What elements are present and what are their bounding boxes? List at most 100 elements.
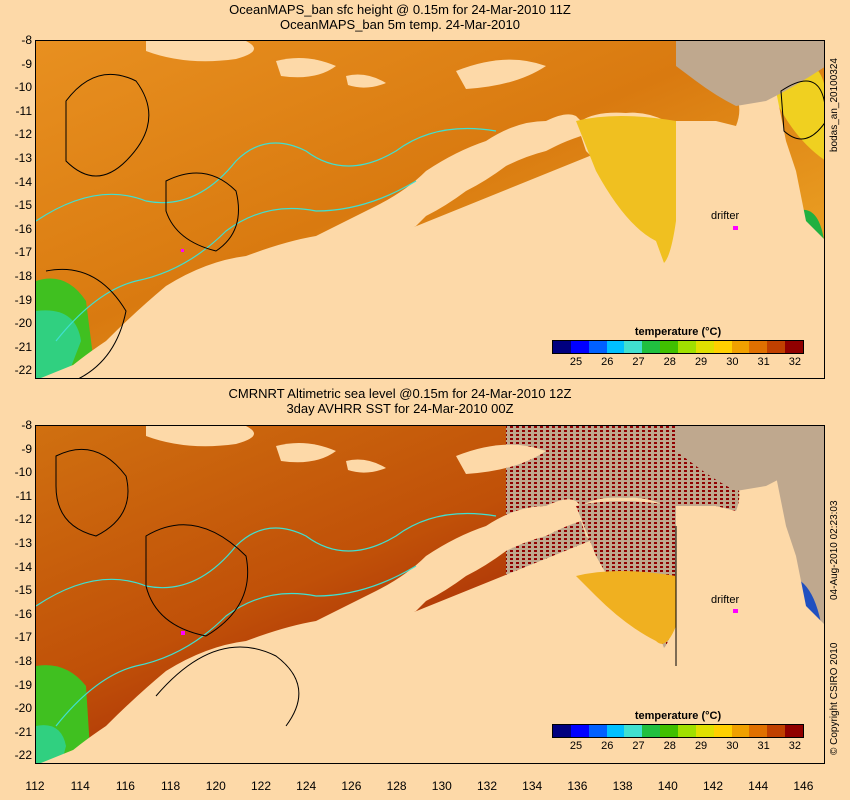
drifter-label: drifter — [711, 594, 740, 606]
latitude-tick-label: -11 — [15, 103, 32, 118]
bottom-colorbar-legend: temperature (°C) 25 26 27 28 29 30 31 32 — [552, 710, 804, 752]
latitude-tick-label: -10 — [14, 80, 32, 95]
longitude-tick-label: 118 — [161, 779, 181, 793]
longitude-tick-label: 140 — [657, 779, 678, 793]
top-side-label: bodas_an_20100324 — [829, 58, 840, 152]
longitude-tick-label: 142 — [702, 779, 724, 793]
sea-level-contour — [165, 172, 239, 252]
latitude-tick-label: -20 — [14, 701, 32, 716]
new-guinea-land — [676, 426, 824, 491]
longitude-tick-label: 144 — [748, 779, 769, 793]
top-title-line1: OceanMAPS_ban sfc height @ 0.15m for 24-… — [229, 2, 571, 17]
colorbar-swatch — [767, 341, 786, 353]
bottom-map-panel — [35, 425, 825, 764]
colorbar-swatch — [553, 725, 571, 737]
latitude-tick-label: -22 — [14, 363, 32, 378]
latitude-tick-label: -9 — [21, 56, 32, 71]
island-flores — [346, 459, 386, 473]
colorbar-tick-label: 29 — [694, 740, 708, 752]
colorbar-tick-label: 31 — [757, 356, 770, 368]
colorbar-swatch — [570, 725, 589, 737]
colorbar-tick-label: 26 — [601, 356, 614, 368]
colorbar-swatch — [785, 341, 804, 353]
longitude-tick-label: 126 — [341, 779, 362, 793]
drifter-marker — [181, 631, 185, 635]
colorbar-tick-label: 26 — [601, 740, 614, 752]
gulf-of-carpentaria — [576, 116, 676, 263]
island-java — [146, 426, 254, 447]
bottom-map-svg — [36, 426, 824, 763]
colorbar-tick-label: 25 — [569, 356, 583, 368]
latitude-tick-label: -17 — [14, 245, 32, 260]
colorbar — [552, 340, 804, 354]
latitude-tick-label: -13 — [14, 151, 32, 165]
colorbar-tick-label: 28 — [663, 740, 676, 752]
latitude-tick-label: -8 — [21, 33, 32, 47]
cool-water-core — [36, 310, 81, 378]
longitude-tick-label: 112 — [25, 779, 45, 793]
latitude-tick-label: -21 — [14, 339, 32, 354]
colorbar-tick-label: 30 — [726, 356, 739, 368]
latitude-tick-label: -20 — [14, 316, 32, 331]
bottom-side-label: 04-Aug-2010 02:23:03 — [829, 500, 840, 600]
top-colorbar-legend: temperature (°C) 25 26 27 28 29 30 31 32 — [552, 326, 804, 368]
shelf-contour — [36, 512, 497, 607]
sea-level-contour — [780, 80, 824, 140]
colorbar-swatch — [749, 341, 768, 353]
drifter-marker — [181, 249, 184, 252]
latitude-tick-label: -19 — [14, 677, 32, 692]
sea-level-contour — [65, 73, 150, 177]
colorbar-tick-label: 32 — [788, 740, 801, 752]
latitude-tick-label: -12 — [14, 127, 32, 142]
longitude-tick-label: 130 — [431, 779, 452, 793]
drifter-marker — [733, 226, 738, 230]
colorbar-swatch — [588, 341, 607, 353]
latitude-tick-label: -19 — [14, 292, 32, 307]
bottom-title-line1: CMRNRT Altimetric sea level @0.15m for 2… — [228, 386, 572, 401]
colorbar-tick-label: 32 — [788, 356, 801, 368]
latitude-tick-label: -9 — [21, 441, 32, 456]
island-flores — [346, 74, 386, 88]
longitude-tick-label: 136 — [567, 779, 588, 793]
longitude-tick-label: 114 — [70, 779, 90, 793]
latitude-tick-label: -18 — [14, 269, 32, 283]
colorbar-swatch — [660, 725, 679, 737]
latitude-tick-label: -8 — [21, 418, 32, 432]
colorbar-tick-label: 27 — [632, 740, 645, 752]
latitude-tick-label: -22 — [14, 748, 32, 763]
drifter-label: drifter — [711, 210, 740, 222]
latitude-tick-label: -16 — [14, 606, 32, 621]
colorbar-swatch — [570, 341, 589, 353]
colorbar-swatch — [678, 341, 696, 353]
colorbar-ticks: 25 26 27 28 29 30 31 32 — [552, 354, 804, 368]
latitude-tick-label: -14 — [14, 174, 32, 189]
sea-level-contour — [45, 268, 127, 378]
latitude-tick-label: -15 — [14, 198, 32, 213]
colorbar-tick-label: 31 — [757, 740, 770, 752]
latitude-tick-label: -21 — [14, 724, 32, 739]
top-map-panel — [35, 40, 825, 379]
shelf-contour — [55, 180, 417, 342]
colorbar-swatch — [731, 725, 750, 737]
latitude-tick-label: -10 — [14, 465, 32, 480]
longitude-tick-label: 134 — [522, 779, 543, 793]
island-java — [146, 41, 254, 62]
latitude-tick-label: -14 — [14, 559, 32, 574]
colorbar — [552, 724, 804, 738]
colorbar-tick-label: 28 — [663, 356, 676, 368]
drifter-marker — [733, 609, 738, 613]
cool-water-core — [36, 725, 66, 763]
latitude-tick-label: -11 — [15, 488, 32, 503]
colorbar-swatch — [695, 341, 714, 353]
colorbar-swatch — [606, 341, 625, 353]
longitude-tick-label: 128 — [386, 779, 407, 793]
longitude-tick-label: 138 — [612, 779, 633, 793]
colorbar-swatch — [624, 341, 643, 353]
shelf-contour — [36, 127, 497, 222]
island-timor — [456, 59, 546, 89]
colorbar-swatch — [785, 725, 804, 737]
longitude-tick-label: 124 — [296, 779, 317, 793]
sea-level-contour — [55, 448, 129, 537]
colorbar-tick-label: 27 — [632, 356, 645, 368]
latitude-tick-label: -15 — [14, 583, 32, 598]
